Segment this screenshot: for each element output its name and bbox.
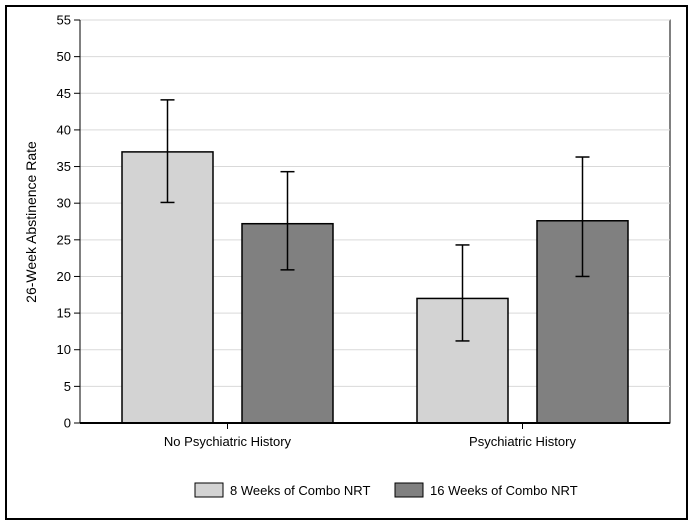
category-label: No Psychiatric History [164,434,292,449]
legend-label: 16 Weeks of Combo NRT [430,483,578,498]
legend-swatch [394,482,424,498]
y-axis-label: 26-Week Abstinence Rate [23,141,39,303]
y-tick-label: 55 [57,13,71,28]
legend-swatch [194,482,224,498]
x-axis: No Psychiatric History Psychiatric Histor… [80,422,670,449]
bar [241,222,334,424]
y-tick-label: 35 [57,159,71,174]
y-tick-label: 25 [57,232,71,247]
y-tick-label: 10 [57,342,71,357]
y-tick-label: 40 [57,122,71,137]
y-tick-label: 5 [64,379,71,394]
y-axis: 0 5 10 15 20 25 30 35 40 45 50 55 [57,13,81,431]
y-tick-label: 0 [64,416,71,431]
y-tick-label: 15 [57,306,71,321]
error-bars [160,99,590,342]
y-tick-label: 50 [57,49,71,64]
bars [121,151,629,424]
legend-label: 8 Weeks of Combo NRT [230,483,370,498]
y-tick-label: 45 [57,86,71,101]
y-tick-label: 30 [57,196,71,211]
category-label: Psychiatric History [469,434,576,449]
figure-frame [5,5,688,520]
y-tick-label: 20 [57,269,71,284]
legend: 8 Weeks of Combo NRT 16 Weeks of Combo NR… [194,482,578,498]
